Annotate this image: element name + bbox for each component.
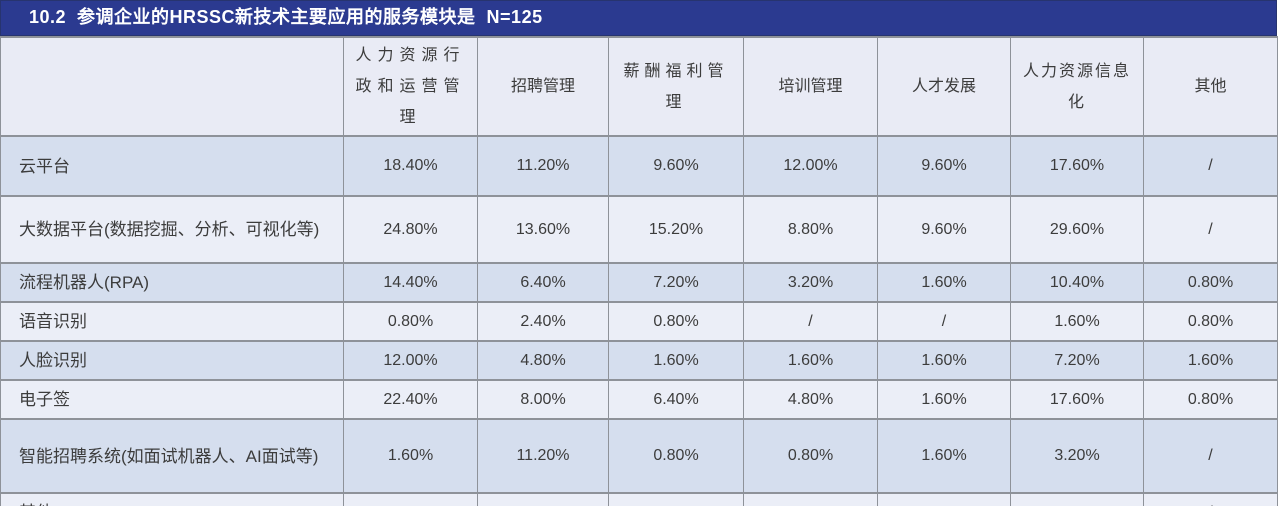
cell-value: 1.60% [877,418,1011,494]
table-row: 语音识别 0.80% 2.40% 0.80% / / 1.60% 0.80% [0,301,1278,342]
cell-value: 0.80% [1143,379,1278,420]
survey-table: 人力资源行政和运营管理 招聘管理 薪酬福利管理 培训管理 人才发展 人力资源信息… [0,36,1278,506]
cell-value: 1.60% [1143,340,1278,381]
row-label: 其他 [0,492,344,506]
row-label: 语音识别 [0,301,344,342]
cell-value: 0.80% [477,492,609,506]
table-row: 大数据平台(数据挖掘、分析、可视化等) 24.80% 13.60% 15.20%… [0,195,1278,264]
cell-value: 0.80% [877,492,1011,506]
corner-cell [0,36,344,137]
cell-value: 17.60% [1010,379,1144,420]
cell-value: 24.80% [343,195,478,264]
cell-value: 0.80% [343,301,478,342]
cell-value: 0.80% [608,418,744,494]
cell-value: 17.60% [1010,135,1144,197]
cell-value: / [1143,195,1278,264]
column-header: 培训管理 [743,36,878,137]
cell-value: 12.00% [343,340,478,381]
cell-value: / [1143,135,1278,197]
cell-value: 0.80% [608,301,744,342]
cell-value: 22.40% [343,379,478,420]
cell-value: 2.40% [477,301,609,342]
cell-value: 10.40% [1010,262,1144,303]
row-label: 云平台 [0,135,344,197]
cell-value: 7.20% [1010,340,1144,381]
cell-value: 11.20% [477,135,609,197]
column-header: 人力资源行政和运营管理 [343,36,478,137]
table-row: 人脸识别 12.00% 4.80% 1.60% 1.60% 1.60% 7.20… [0,340,1278,381]
cell-value: 3.20% [1010,418,1144,494]
table-row: 其他 2.40% 0.80% 1.60% 1.60% 0.80% 2.40% / [0,492,1278,506]
cell-value: 15.20% [608,195,744,264]
cell-value: 18.40% [343,135,478,197]
row-label: 智能招聘系统(如面试机器人、AI面试等) [0,418,344,494]
table-row: 流程机器人(RPA) 14.40% 6.40% 7.20% 3.20% 1.60… [0,262,1278,303]
cell-value: 11.20% [477,418,609,494]
cell-value: / [877,301,1011,342]
cell-value: 4.80% [743,379,878,420]
section-title: 10.2 参调企业的HRSSC新技术主要应用的服务模块是 N=125 [0,0,1277,36]
cell-value: 8.80% [743,195,878,264]
row-label: 人脸识别 [0,340,344,381]
table-row: 电子签 22.40% 8.00% 6.40% 4.80% 1.60% 17.60… [0,379,1278,420]
column-header: 人力资源信息化 [1010,36,1144,137]
cell-value: 0.80% [743,418,878,494]
cell-value: 1.60% [743,340,878,381]
cell-value: 9.60% [877,195,1011,264]
column-header: 人才发展 [877,36,1011,137]
cell-value: 29.60% [1010,195,1144,264]
table-row: 智能招聘系统(如面试机器人、AI面试等) 1.60% 11.20% 0.80% … [0,418,1278,494]
row-label: 大数据平台(数据挖掘、分析、可视化等) [0,195,344,264]
cell-value: / [1143,418,1278,494]
column-header: 薪酬福利管理 [608,36,744,137]
cell-value: 2.40% [343,492,478,506]
cell-value: 2.40% [1010,492,1144,506]
cell-value: 6.40% [477,262,609,303]
cell-value: 9.60% [877,135,1011,197]
row-label: 电子签 [0,379,344,420]
cell-value: 14.40% [343,262,478,303]
cell-value: 13.60% [477,195,609,264]
column-header: 招聘管理 [477,36,609,137]
cell-value: 7.20% [608,262,744,303]
cell-value: 3.20% [743,262,878,303]
cell-value: 1.60% [608,340,744,381]
column-header: 其他 [1143,36,1278,137]
cell-value: 9.60% [608,135,744,197]
cell-value: 0.80% [1143,262,1278,303]
cell-value: 1.60% [877,379,1011,420]
table-header-row: 人力资源行政和运营管理 招聘管理 薪酬福利管理 培训管理 人才发展 人力资源信息… [0,36,1278,137]
cell-value: 1.60% [1010,301,1144,342]
cell-value: 12.00% [743,135,878,197]
cell-value: 1.60% [743,492,878,506]
cell-value: / [743,301,878,342]
cell-value: 1.60% [608,492,744,506]
cell-value: 6.40% [608,379,744,420]
cell-value: 0.80% [1143,301,1278,342]
cell-value: / [1143,492,1278,506]
table-row: 云平台 18.40% 11.20% 9.60% 12.00% 9.60% 17.… [0,135,1278,197]
cell-value: 1.60% [343,418,478,494]
cell-value: 1.60% [877,262,1011,303]
cell-value: 8.00% [477,379,609,420]
cell-value: 1.60% [877,340,1011,381]
cell-value: 4.80% [477,340,609,381]
row-label: 流程机器人(RPA) [0,262,344,303]
